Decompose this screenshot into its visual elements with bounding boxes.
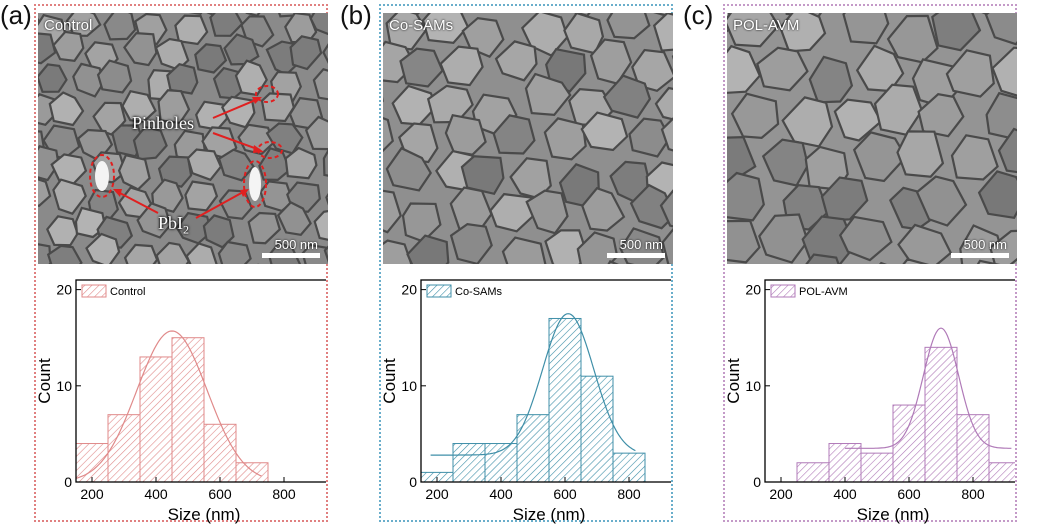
histogram-bar — [516, 414, 550, 483]
panel-pol-avm: POL-AVM 500 nm 200 400 600 800 0 10 20 Size (nm… — [723, 4, 1017, 524]
panel-letter: (b) — [340, 0, 372, 30]
x-axis-label: Size (nm) — [857, 505, 930, 524]
legend-label: POL-AVM — [799, 286, 848, 298]
x-tick-label: 400 — [489, 486, 513, 502]
histogram-co-sams: 200 400 600 800 0 10 20 Size (nm) Count Co-SAMs — [381, 279, 671, 524]
x-tick-label: 400 — [833, 486, 857, 502]
pbi2-main: PbI — [158, 213, 184, 233]
arrowhead — [113, 189, 122, 197]
histogram-bar — [139, 356, 173, 483]
x-tick-label: 600 — [553, 486, 577, 502]
plot-frame — [75, 279, 326, 483]
legend-swatch — [426, 284, 452, 298]
x-tick-label: 600 — [208, 486, 232, 502]
pbi2-marker — [243, 160, 267, 208]
histogram-bar — [203, 423, 237, 483]
arrow — [212, 98, 259, 119]
y-tick-label: 0 — [753, 474, 761, 490]
plot-frame — [764, 279, 1015, 483]
y-tick-label: 10 — [401, 378, 417, 394]
panel-control: Control 500 nm Pinholes PbI2 200 400 60 — [34, 4, 328, 524]
sem-texture — [383, 13, 673, 264]
histogram-bar — [171, 337, 205, 483]
sem-label: Control — [44, 17, 93, 34]
x-axis-label: Size (nm) — [513, 505, 586, 524]
histogram-bar — [235, 462, 269, 483]
gaussian-fit-line — [75, 330, 262, 479]
x-tick-label: 400 — [144, 486, 168, 502]
histogram-bar — [988, 462, 1015, 483]
arrowhead — [252, 97, 262, 104]
pinhole-marker — [257, 141, 283, 159]
arrowhead — [253, 145, 264, 153]
y-axis-label: Count — [725, 358, 743, 404]
x-axis-label: Size (nm) — [168, 505, 241, 524]
panel-letter: (c) — [683, 0, 714, 30]
histogram-bar — [860, 452, 894, 483]
y-tick-label: 0 — [64, 474, 72, 490]
histogram-bar — [892, 404, 926, 483]
gaussian-fit-line — [430, 313, 636, 456]
sem-image-co-sams: Co-SAMs 500 nm — [383, 13, 673, 264]
arrow — [212, 132, 261, 151]
pinhole-marker — [255, 85, 279, 103]
scale-bar — [262, 253, 320, 258]
y-tick-label: 20 — [745, 282, 761, 298]
sem-texture — [727, 13, 1017, 264]
pbi2-marker — [89, 154, 115, 198]
histogram-bar — [924, 346, 958, 483]
histogram-bar — [828, 443, 862, 483]
scale-bar-label: 500 nm — [619, 237, 663, 252]
sem-label: Co-SAMs — [389, 17, 454, 34]
sem-image-control: Control 500 nm Pinholes PbI2 — [38, 13, 328, 264]
histogram-control: 200 400 600 800 0 10 20 Size (nm) Count Control — [36, 279, 326, 524]
sem-image-pol-avm: POL-AVM 500 nm — [727, 13, 1017, 264]
y-tick-label: 10 — [56, 378, 72, 394]
x-tick-label: 600 — [897, 486, 921, 502]
legend-label: Control — [110, 286, 145, 298]
pbi2-subscript: 2 — [183, 222, 190, 237]
scale-bar-label: 500 nm — [963, 237, 1007, 252]
x-tick-label: 800 — [617, 486, 641, 502]
y-tick-label: 20 — [56, 282, 72, 298]
plot-frame — [420, 279, 671, 483]
x-tick-label: 800 — [272, 486, 296, 502]
legend-label: Co-SAMs — [455, 286, 503, 298]
x-tick-label: 800 — [961, 486, 985, 502]
sem-label: POL-AVM — [733, 17, 800, 34]
scale-bar — [607, 253, 665, 258]
histogram-bar — [107, 414, 141, 483]
scale-bar-label: 500 nm — [274, 237, 318, 252]
panel-co-sams: Co-SAMs 500 nm 200 400 600 800 0 10 20 Size (nm… — [379, 4, 673, 524]
scale-bar — [951, 253, 1009, 258]
x-tick-label: 200 — [425, 486, 449, 502]
histogram-bar — [580, 375, 614, 483]
y-axis-label: Count — [36, 358, 54, 404]
y-axis-label: Count — [381, 358, 399, 404]
arrow — [195, 190, 246, 219]
legend-swatch — [81, 284, 107, 298]
x-tick-label: 200 — [769, 486, 793, 502]
histogram-bar — [484, 443, 518, 483]
histogram-bar — [548, 317, 582, 483]
y-tick-label: 0 — [409, 474, 417, 490]
arrow — [115, 190, 159, 214]
histogram-bar — [452, 443, 486, 483]
pinholes-label: Pinholes — [132, 113, 195, 133]
annotation-overlay — [89, 85, 283, 219]
x-tick-label: 200 — [80, 486, 104, 502]
histogram-bar — [796, 462, 830, 483]
gaussian-fit-line — [845, 327, 1012, 449]
y-tick-label: 10 — [745, 378, 761, 394]
pbi2-label: PbI2 — [158, 213, 189, 238]
legend-swatch — [770, 284, 796, 298]
panel-letter: (a) — [0, 0, 32, 30]
histogram-pol-avm: 200 400 600 800 0 10 20 Size (nm) Count POL-AVM — [725, 279, 1015, 524]
y-tick-label: 20 — [401, 282, 417, 298]
arrowhead — [240, 189, 249, 197]
